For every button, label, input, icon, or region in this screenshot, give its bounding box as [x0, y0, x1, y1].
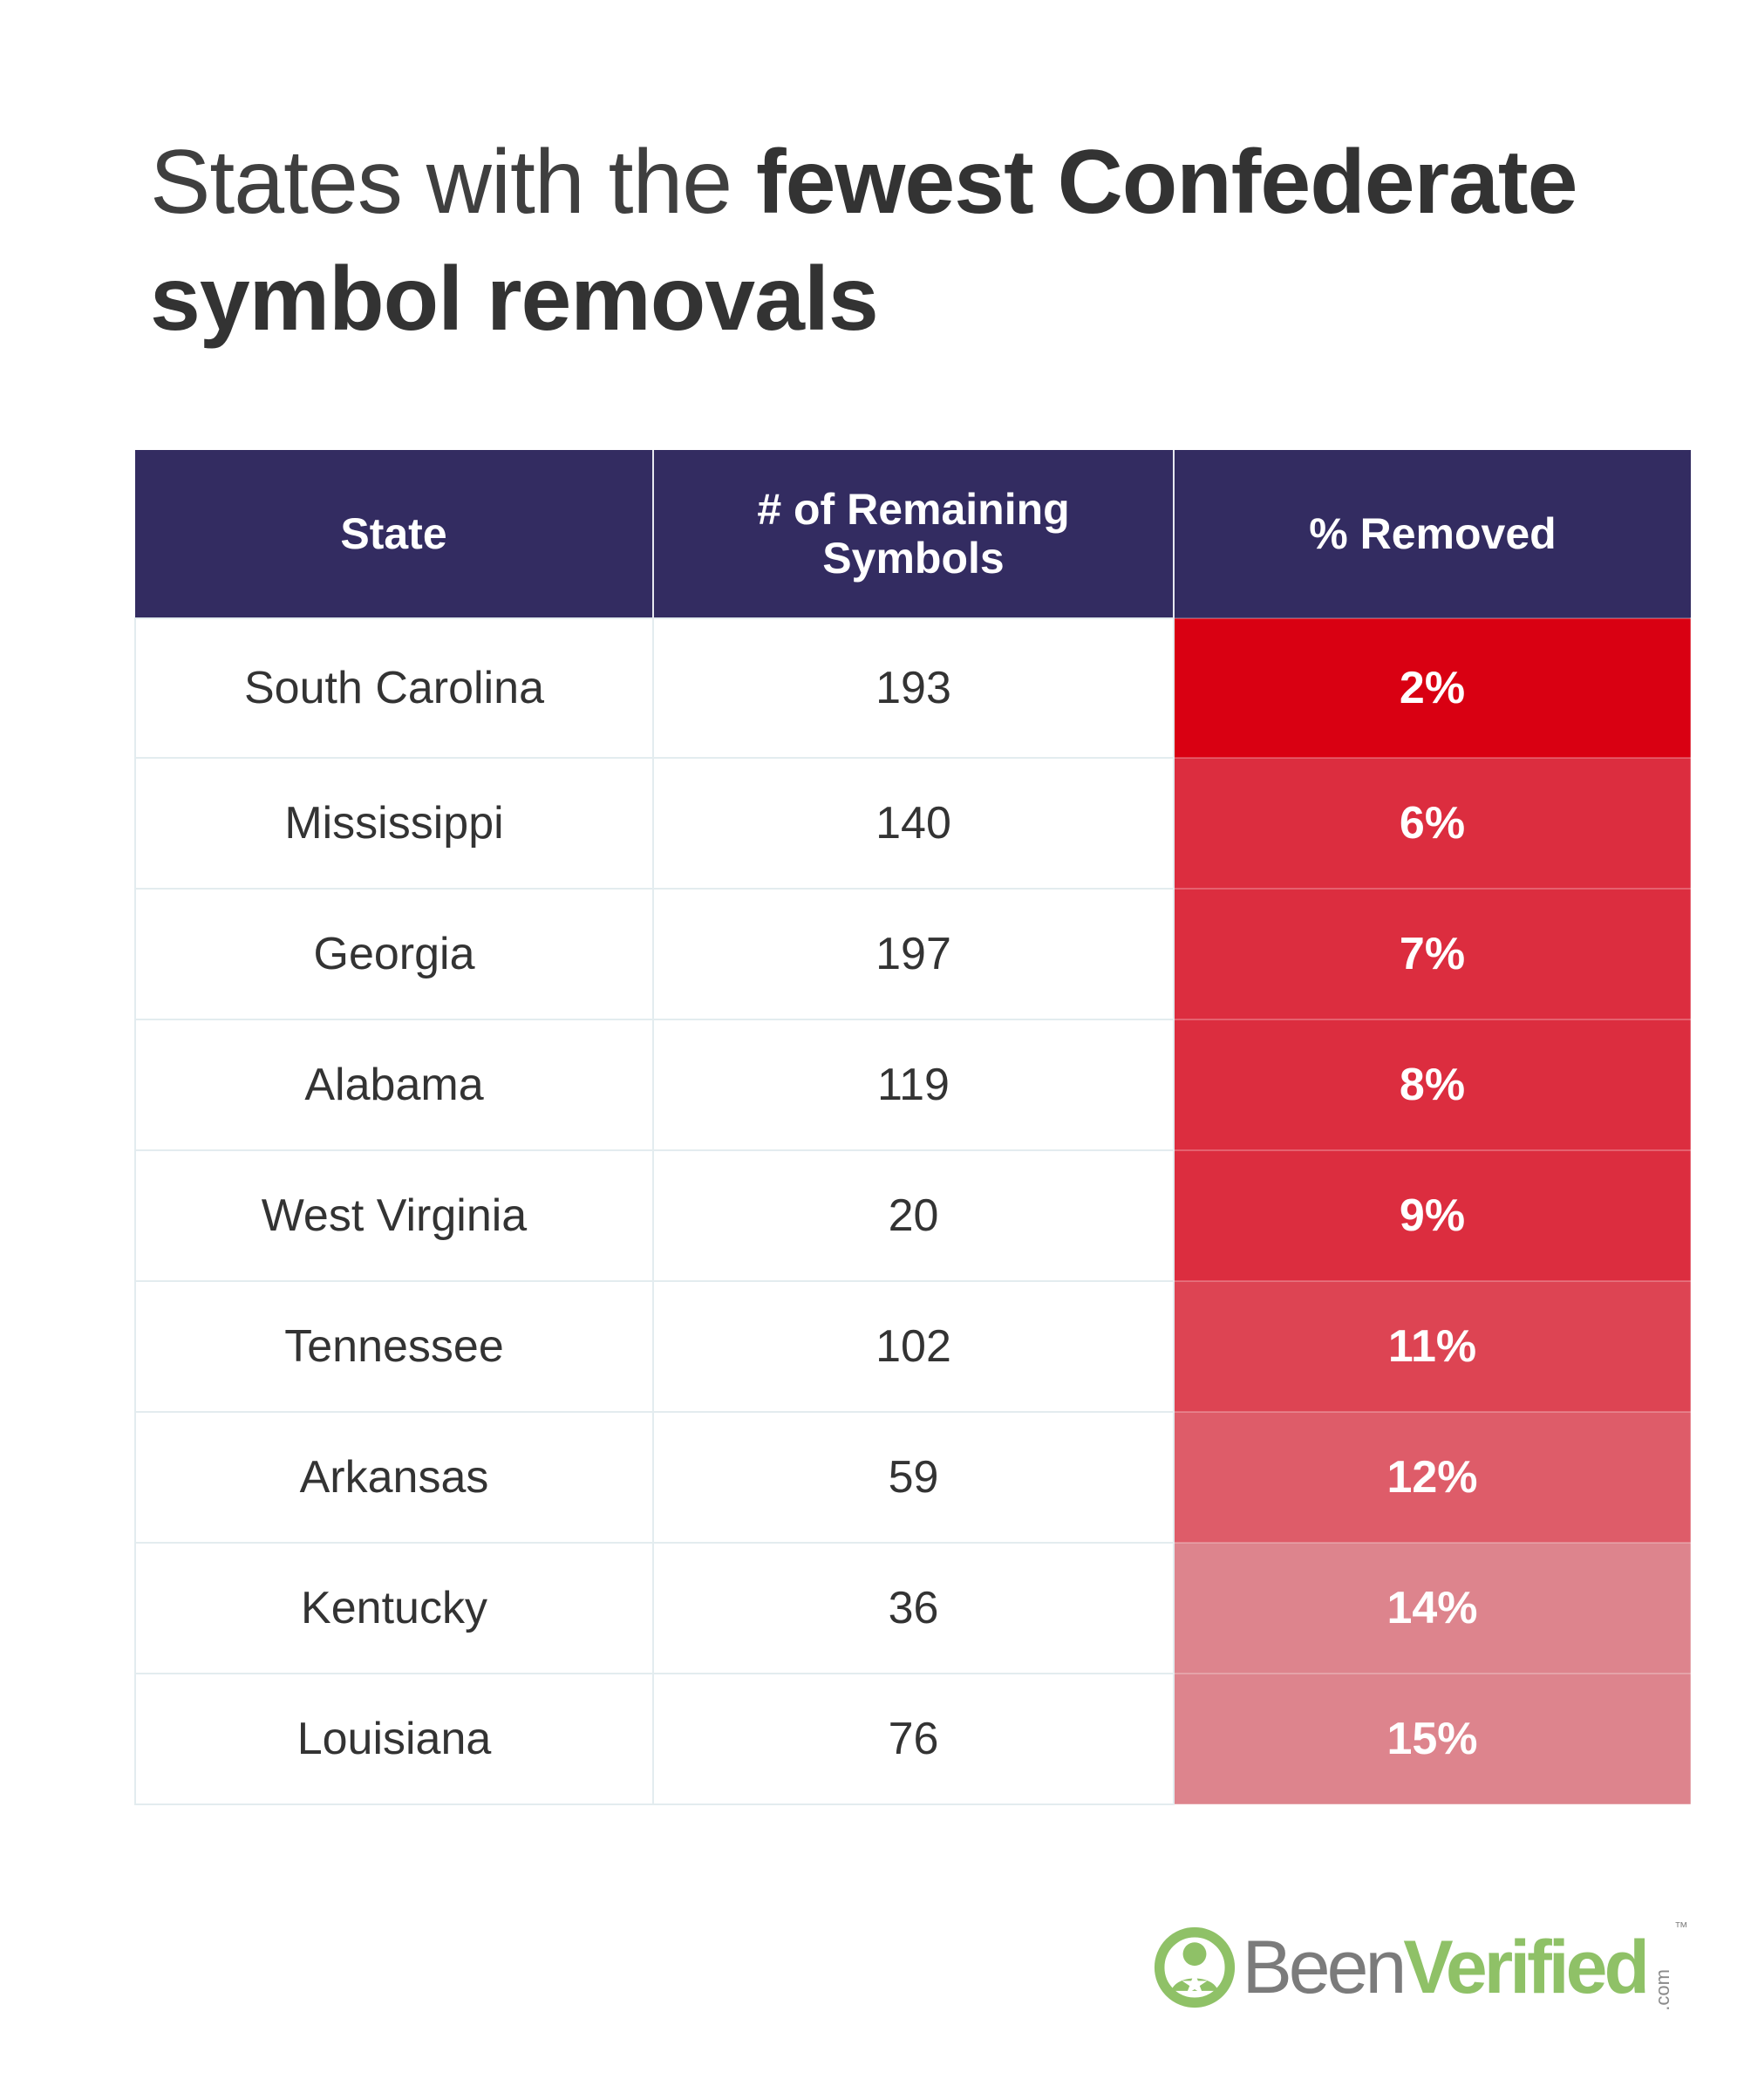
cell-removed: 11%: [1173, 1280, 1692, 1413]
beenverified-logo: BeenVerified .com ™: [1153, 1915, 1688, 2020]
cell-state: West Virginia: [134, 1149, 654, 1282]
logo-dotcom: .com: [1652, 1969, 1673, 2011]
table-row: Arkansas 59 12%: [134, 1411, 1692, 1544]
cell-state: Arkansas: [134, 1411, 654, 1544]
header-remaining: # of Remaining Symbols: [653, 450, 1175, 618]
cell-removed: 8%: [1173, 1019, 1692, 1151]
table-row: Louisiana 76 15%: [134, 1673, 1692, 1805]
header-remaining-line1: # of Remaining: [757, 485, 1070, 534]
cell-removed: 15%: [1173, 1673, 1692, 1805]
person-star-icon: [1155, 1926, 1236, 2008]
cell-state: Tennessee: [134, 1280, 654, 1413]
header-removed: % Removed: [1174, 450, 1691, 618]
cell-removed: 9%: [1173, 1149, 1692, 1282]
title-light: States with the: [150, 132, 757, 233]
cell-removed: 2%: [1173, 617, 1692, 759]
logo-trademark: ™: [1674, 1920, 1688, 1935]
logo-wordmark: BeenVerified: [1242, 1930, 1650, 2005]
cell-removed: 6%: [1173, 757, 1692, 890]
cell-remaining: 59: [652, 1411, 1175, 1544]
cell-remaining: 76: [652, 1673, 1175, 1805]
table-row: Georgia 197 7%: [134, 888, 1692, 1020]
cell-remaining: 119: [652, 1019, 1175, 1151]
cell-removed: 12%: [1173, 1411, 1692, 1544]
cell-state: Kentucky: [134, 1542, 654, 1674]
cell-state: Georgia: [134, 888, 654, 1020]
logo-been: Been: [1242, 1926, 1407, 2009]
cell-state: South Carolina: [134, 617, 654, 759]
table-row: Kentucky 36 14%: [134, 1542, 1692, 1674]
cell-remaining: 20: [652, 1149, 1175, 1282]
table-row: Tennessee 102 11%: [134, 1280, 1692, 1413]
cell-removed: 14%: [1173, 1542, 1692, 1674]
cell-remaining: 102: [652, 1280, 1175, 1413]
table-row: West Virginia 20 9%: [134, 1149, 1692, 1282]
cell-remaining: 36: [652, 1542, 1175, 1674]
logo-verified: Verified: [1403, 1926, 1650, 2009]
cell-state: Louisiana: [134, 1673, 654, 1805]
header-remaining-line2: Symbols: [822, 534, 1005, 583]
table-body: South Carolina 193 2% Mississippi 140 6%…: [134, 617, 1692, 1805]
chart-title: States with the fewest Confederate symbo…: [150, 124, 1685, 358]
cell-state: Mississippi: [134, 757, 654, 890]
table-header-row: State # of Remaining Symbols % Removed: [135, 450, 1691, 618]
cell-remaining: 197: [652, 888, 1175, 1020]
cell-remaining: 140: [652, 757, 1175, 890]
data-table: State # of Remaining Symbols % Removed S…: [134, 450, 1692, 1805]
cell-remaining: 193: [652, 617, 1175, 759]
cell-removed: 7%: [1173, 888, 1692, 1020]
header-state: State: [135, 450, 654, 618]
table-row: Mississippi 140 6%: [134, 757, 1692, 890]
cell-state: Alabama: [134, 1019, 654, 1151]
table-row: South Carolina 193 2%: [134, 617, 1692, 759]
table-row: Alabama 119 8%: [134, 1019, 1692, 1151]
title-bold: fewest Confederate symbol removals: [150, 132, 1577, 350]
